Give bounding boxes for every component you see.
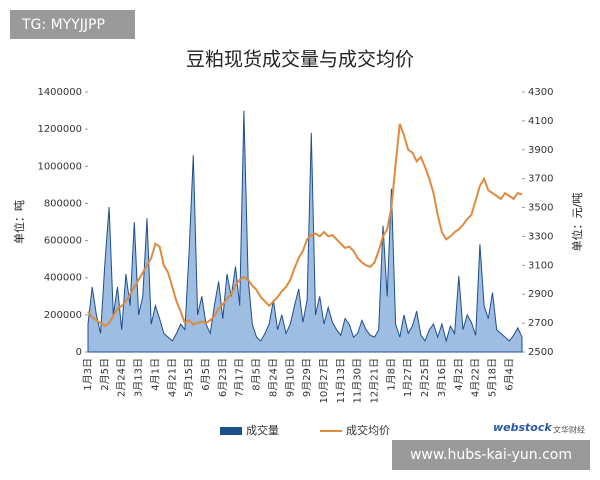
x-tick-label: 8月5日 (251, 358, 263, 391)
x-tick-label: 10月27日 (318, 358, 330, 403)
x-tick-label: 6月23日 (217, 358, 229, 397)
x-tick-label: 11月30日 (352, 358, 364, 403)
y2-tick-label: 3700 (528, 174, 553, 185)
x-tick-label: 1月3日 (82, 358, 94, 391)
x-tick-label: 11月13日 (335, 358, 347, 403)
y-tick-label: 1400000 (37, 87, 82, 98)
x-tick-label: 9月29日 (301, 358, 313, 397)
x-tick-label: 1月8日 (385, 358, 397, 391)
watermark-box (10, 10, 135, 39)
x-tick-label: 2月5日 (99, 358, 111, 391)
y-axis-title: 单位：吨 (12, 200, 26, 244)
y2-tick-label: 3900 (528, 145, 553, 156)
volume-area (87, 110, 523, 353)
y-tick-label: 600000 (44, 236, 82, 247)
y2-tick-label: 2900 (528, 289, 553, 300)
y2-tick-label: 2500 (528, 347, 553, 358)
y-tick-label: 1000000 (37, 161, 82, 172)
x-tick-label: 5月15日 (183, 358, 195, 397)
x-tick-label: 4月1日 (149, 358, 161, 391)
y2-tick-label: 4300 (528, 87, 553, 98)
x-tick-label: 6月4日 (503, 358, 515, 391)
y-tick-label: 0 (76, 347, 82, 358)
x-tick-label: 3月16日 (436, 358, 448, 397)
y2-tick-label: 3300 (528, 231, 553, 242)
x-tick-label: 9月10日 (284, 358, 296, 397)
y2-tick-label: 2700 (528, 318, 553, 329)
y-tick-label: 200000 (44, 310, 82, 321)
y2-tick-label: 3500 (528, 203, 553, 214)
banner-box (392, 440, 590, 470)
x-tick-label: 12月21日 (369, 358, 381, 403)
chart-title: 豆粕现货成交量与成交均价 (186, 49, 414, 71)
legend-label: 成交量 (246, 423, 279, 437)
y2-tick-label: 3100 (528, 260, 553, 271)
price-line (87, 123, 523, 328)
x-tick-label: 4月21日 (166, 358, 178, 397)
y-tick-label: 1200000 (37, 124, 82, 135)
x-tick-label: 3月13日 (133, 358, 145, 397)
watermark: TG: MYYJJPP (21, 17, 105, 33)
x-tick-label: 4月2日 (453, 358, 465, 391)
y2-axis-title: 单位：元/吨 (570, 193, 584, 252)
x-tick-label: 4月22日 (470, 358, 482, 397)
x-tick-label: 2月25日 (419, 358, 431, 397)
x-tick-label: 5月18日 (487, 358, 499, 397)
x-tick-label: 1月27日 (402, 358, 414, 397)
source-logo: webstock (493, 421, 552, 434)
legend-label: 成交均价 (346, 423, 390, 437)
source-name: 文华财经 (553, 425, 585, 435)
legend-swatch (220, 427, 242, 435)
x-tick-label: 6月5日 (200, 358, 212, 391)
x-tick-label: 7月17日 (234, 358, 246, 397)
y-tick-label: 400000 (44, 273, 82, 284)
y-tick-label: 800000 (44, 198, 82, 209)
x-tick-label: 8月24日 (267, 358, 279, 397)
site-banner: www.hubs-kai-yun.com (410, 447, 572, 463)
x-tick-label: 2月24日 (116, 358, 128, 397)
y2-tick-label: 4100 (528, 116, 553, 127)
